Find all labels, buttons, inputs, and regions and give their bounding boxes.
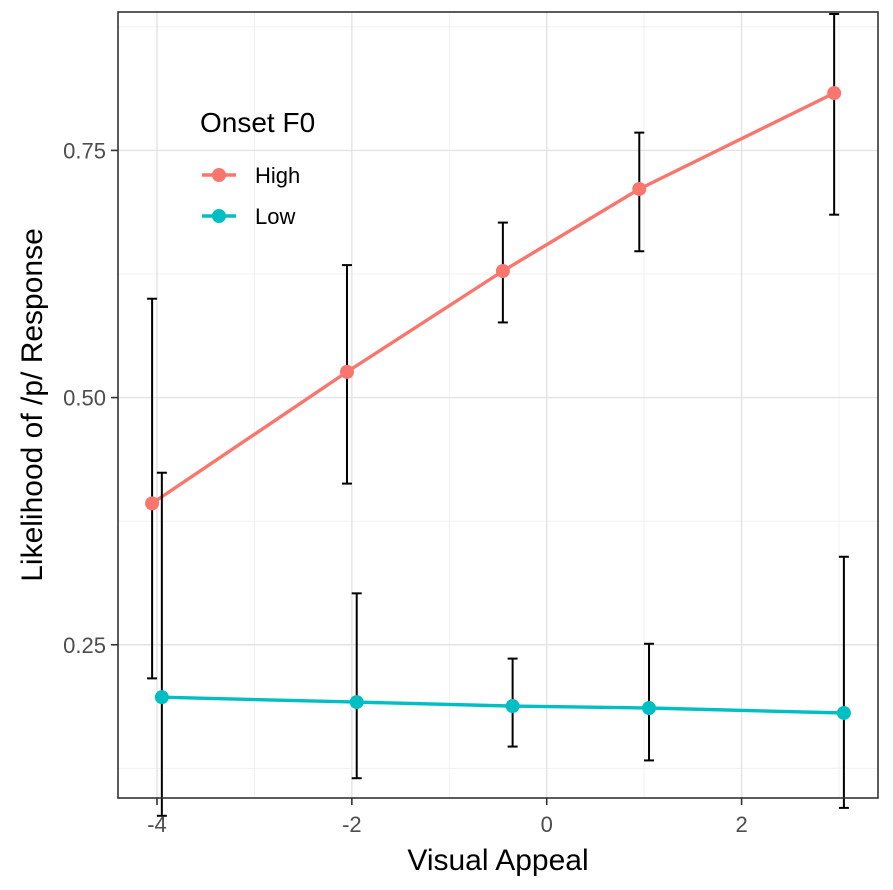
legend-label: High: [255, 163, 300, 188]
x-tick-label: -2: [342, 812, 362, 837]
x-tick-label: 2: [735, 812, 747, 837]
error-bar-low: [156, 471, 167, 817]
legend-title: Onset F0: [200, 107, 315, 138]
major-gridlines: [118, 12, 878, 798]
error-bar-low: [351, 592, 362, 780]
legend-entry-high: High: [202, 163, 300, 188]
legend-entries: High Low: [202, 163, 300, 229]
legend-key-point: [212, 209, 226, 223]
data-point-low: [836, 705, 851, 720]
data-point-high: [339, 364, 354, 379]
x-tick-label: -4: [147, 812, 167, 837]
error-bars: [147, 12, 849, 817]
data-point-high: [827, 86, 842, 101]
legend-label: Low: [255, 204, 295, 229]
data-point-low: [505, 699, 520, 714]
error-bar-high: [829, 12, 840, 216]
y-axis-title: Likelihood of /p/ Response: [16, 228, 49, 582]
data-point-low: [349, 695, 364, 710]
data-point-high: [495, 264, 510, 279]
minor-gridlines: [118, 12, 878, 798]
data-point-low: [154, 690, 169, 705]
error-bar-low: [838, 555, 849, 809]
y-tick-label: 0.50: [63, 386, 106, 411]
plot-panel-border: [117, 11, 879, 799]
data-points: [145, 86, 851, 720]
data-point-low: [642, 701, 657, 716]
y-tick-label: 0.25: [63, 633, 106, 658]
error-bar-high: [147, 297, 158, 680]
axis-ticks: [111, 149, 743, 805]
y-tick-label: 0.75: [63, 138, 106, 163]
x-tick-label: 0: [541, 812, 553, 837]
legend-entry-low: Low: [202, 204, 295, 229]
legend-key-point: [212, 168, 226, 182]
x-axis-title: Visual Appeal: [407, 844, 588, 877]
legend: Onset F0 High Low: [200, 107, 315, 229]
data-point-high: [632, 181, 647, 196]
data-point-high: [145, 496, 160, 511]
axis-tick-labels: -4 -2 0 2 0.25 0.50 0.75: [63, 138, 748, 837]
